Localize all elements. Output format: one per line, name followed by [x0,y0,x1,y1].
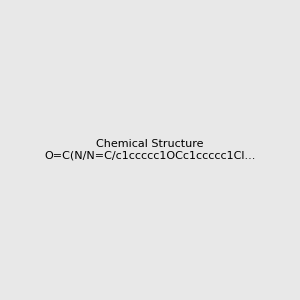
Text: Chemical Structure
O=C(N/N=C/c1ccccc1OCc1ccccc1Cl...: Chemical Structure O=C(N/N=C/c1ccccc1OCc… [44,139,256,161]
